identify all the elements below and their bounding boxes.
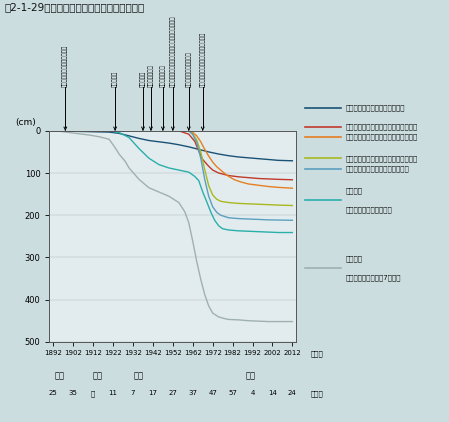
Text: 2012: 2012 (283, 350, 301, 356)
Text: 図2-1-29　代表的地域の地盤沈下の経年変化: 図2-1-29 代表的地域の地盤沈下の経年変化 (4, 2, 145, 12)
Text: 17: 17 (149, 390, 158, 396)
Text: ビル用水法制定: ビル用水法制定 (160, 64, 166, 87)
Text: 47: 47 (208, 390, 217, 396)
Text: 1912: 1912 (84, 350, 102, 356)
Text: （東京都江東区亀戸7丁目）: （東京都江東区亀戸7丁目） (346, 274, 401, 281)
Text: 元: 元 (91, 390, 95, 397)
Text: 4: 4 (251, 390, 255, 396)
Text: 関東平野（埼玉県越谷市弥栄町）: 関東平野（埼玉県越谷市弥栄町） (346, 165, 409, 172)
Text: 大阪平野: 大阪平野 (346, 187, 363, 194)
Text: 大正: 大正 (92, 371, 102, 380)
Text: 工業用水法制定: 工業用水法制定 (148, 64, 154, 87)
Text: 1922: 1922 (104, 350, 122, 356)
Text: 7: 7 (131, 390, 135, 396)
Text: (cm): (cm) (15, 118, 35, 127)
Text: 57: 57 (228, 390, 237, 396)
Text: 1942: 1942 (144, 350, 162, 356)
Text: 27: 27 (168, 390, 177, 396)
Text: 24: 24 (288, 390, 297, 396)
Text: 平成: 平成 (246, 371, 255, 380)
Text: 1892: 1892 (44, 350, 62, 356)
Text: 1992: 1992 (244, 350, 261, 356)
Text: 1972: 1972 (204, 350, 222, 356)
Text: 各地で地下水利用規制始まる: 各地で地下水利用規制始まる (62, 44, 68, 87)
Text: 1932: 1932 (124, 350, 142, 356)
Text: 関東平野北部防止事業・地盤沈下防止: 関東平野北部防止事業・地盤沈下防止 (200, 31, 206, 87)
Text: 2002: 2002 (264, 350, 282, 356)
Text: 1982: 1982 (224, 350, 242, 356)
Text: 1962: 1962 (184, 350, 202, 356)
Text: 九十九里平野（千葉県匝瑳市南古田）: 九十九里平野（千葉県匝瑳市南古田） (346, 123, 418, 130)
Text: 関東大震災: 関東大震災 (112, 70, 118, 87)
Text: 昭和: 昭和 (134, 371, 144, 380)
Text: 公害対策基本法制定・地盤沈下防止事業実施開始: 公害対策基本法制定・地盤沈下防止事業実施開始 (170, 15, 176, 87)
Text: 1902: 1902 (64, 350, 82, 356)
Text: 37: 37 (188, 390, 197, 396)
Text: 関東平野: 関東平野 (346, 255, 363, 262)
Text: 25: 25 (49, 390, 58, 396)
Text: 11: 11 (109, 390, 118, 396)
Text: 1952: 1952 (164, 350, 182, 356)
Text: 35: 35 (69, 390, 78, 396)
Text: 濃尾・佐賀平野防止対策: 濃尾・佐賀平野防止対策 (186, 51, 192, 87)
Text: （年）: （年） (310, 390, 323, 397)
Text: （年）: （年） (310, 350, 323, 357)
Text: 濃尾平野（三重県桑名市長島町白鶏）: 濃尾平野（三重県桑名市長島町白鶏） (346, 155, 418, 162)
Text: 明治: 明治 (54, 371, 64, 380)
Text: （大阪市西淀川区百島）: （大阪市西淀川区百島） (346, 207, 392, 214)
Text: 太平洋戦争: 太平洋戦争 (140, 70, 146, 87)
Text: 南魚沼（新潟県南魚沼市余川）: 南魚沼（新潟県南魚沼市余川） (346, 104, 405, 111)
Text: 筑後・佐賀平野（佐賀県白石町遊江）: 筑後・佐賀平野（佐賀県白石町遊江） (346, 134, 418, 141)
Text: 14: 14 (268, 390, 277, 396)
